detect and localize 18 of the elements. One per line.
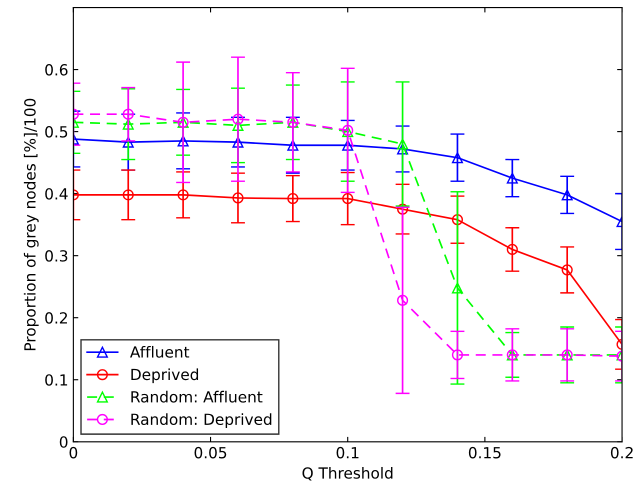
legend-label: Random: Deprived <box>131 413 272 428</box>
y-tick-label: 0.1 <box>45 374 68 386</box>
legend-label: Random: Affluent <box>131 390 262 403</box>
x-tick-label: 0 <box>70 446 78 458</box>
y-tick-label: 0.6 <box>45 64 68 76</box>
x-axis-title: Q Threshold <box>302 466 392 481</box>
x-tick-label: 0.15 <box>468 446 501 458</box>
y-tick-label: 0 <box>60 436 68 448</box>
y-tick-label: 0.3 <box>45 250 68 262</box>
x-tick-label: 0.2 <box>610 446 633 458</box>
x-tick-label: 0.05 <box>194 446 226 458</box>
y-axis-title: Proportion of grey nodes [%]/100 <box>24 98 39 350</box>
x-tick-label: 0.1 <box>336 446 358 458</box>
legend-label: Deprived <box>131 368 198 384</box>
y-tick-label: 0.5 <box>45 126 68 138</box>
legend-label: Affluent <box>130 346 190 358</box>
y-tick-label: 0.2 <box>45 312 67 324</box>
y-tick-label: 0.4 <box>45 188 68 200</box>
